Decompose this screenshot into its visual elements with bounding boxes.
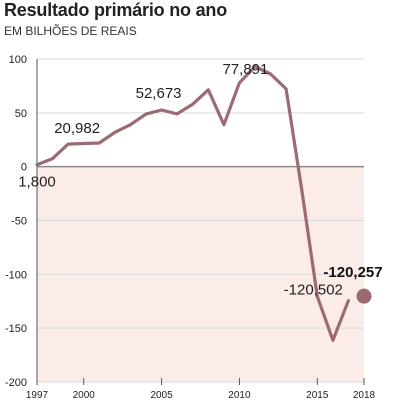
highlight-point: [356, 288, 372, 304]
y-tick-label: 100: [9, 54, 27, 66]
y-tick-label: 0: [21, 162, 27, 174]
data-label: 20,982: [54, 120, 100, 137]
x-tick-label: 2005: [150, 390, 173, 401]
x-tick-label: 1997: [26, 390, 49, 401]
data-label: -120,502: [284, 281, 343, 298]
x-tick-label: 2010: [228, 390, 251, 401]
y-tick-label: 50: [15, 108, 27, 120]
x-tick-label: 2015: [306, 390, 329, 401]
data-label: -120,257: [323, 264, 382, 281]
chart-subtitle: EM BILHÕES DE REAIS: [4, 24, 137, 38]
x-tick-label: 2000: [73, 390, 96, 401]
data-label: 77,891: [222, 61, 268, 78]
data-label: 1,800: [18, 174, 56, 191]
y-tick-label: -150: [5, 323, 27, 335]
x-tick-label: 2018: [353, 390, 376, 401]
chart-title: Resultado primário no ano: [4, 0, 228, 20]
y-tick-label: -100: [5, 269, 27, 281]
series-line: [35, 64, 350, 342]
y-tick-label: -50: [11, 216, 27, 228]
data-label: 52,673: [136, 85, 182, 102]
y-tick-label: -200: [5, 377, 27, 389]
